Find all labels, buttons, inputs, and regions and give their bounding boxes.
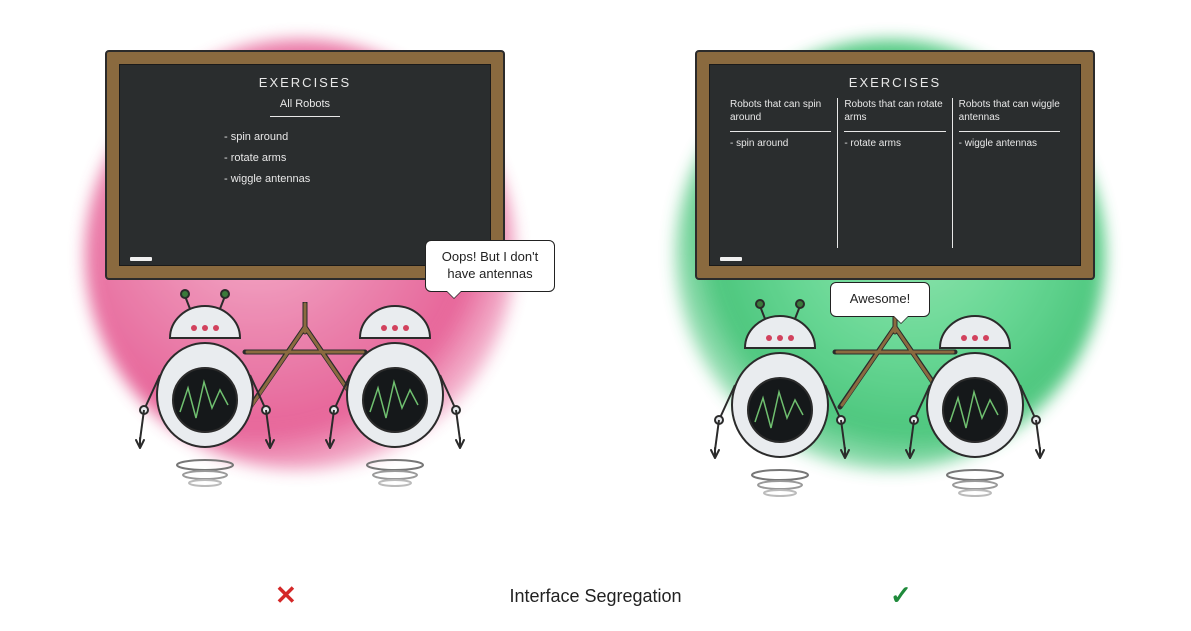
good-scene: EXERCISES Robots that can spin around - … — [650, 20, 1130, 500]
board-item: - spin around — [224, 127, 476, 148]
board-title: EXERCISES — [724, 75, 1066, 90]
check-mark-icon: ✓ — [890, 580, 912, 611]
board-item: - wiggle antennas — [224, 169, 476, 190]
robot-with-antennas — [705, 300, 855, 520]
board-column: Robots that can rotate arms - rotate arm… — [837, 98, 951, 248]
diagram-title: Interface Segregation — [509, 586, 681, 607]
chalk-icon — [720, 257, 742, 261]
robot-with-antennas — [130, 290, 280, 510]
robot-without-antennas — [320, 290, 470, 510]
board-column: Robots that can spin around - spin aroun… — [724, 98, 837, 248]
board-title: EXERCISES — [134, 75, 476, 90]
bad-scene: EXERCISES All Robots - spin around - rot… — [60, 20, 540, 500]
good-blackboard: EXERCISES Robots that can spin around - … — [695, 50, 1095, 280]
board-subtitle: All Robots — [134, 98, 476, 110]
robot-without-antennas — [900, 300, 1050, 520]
chalk-icon — [130, 257, 152, 261]
speech-text: Oops! But I don't have antennas — [442, 249, 538, 281]
x-mark-icon: ✕ — [275, 580, 297, 611]
board-item: - rotate arms — [224, 148, 476, 169]
speech-bubble: Oops! But I don't have antennas — [425, 240, 555, 292]
board-column: Robots that can wiggle antennas - wiggle… — [952, 98, 1066, 248]
